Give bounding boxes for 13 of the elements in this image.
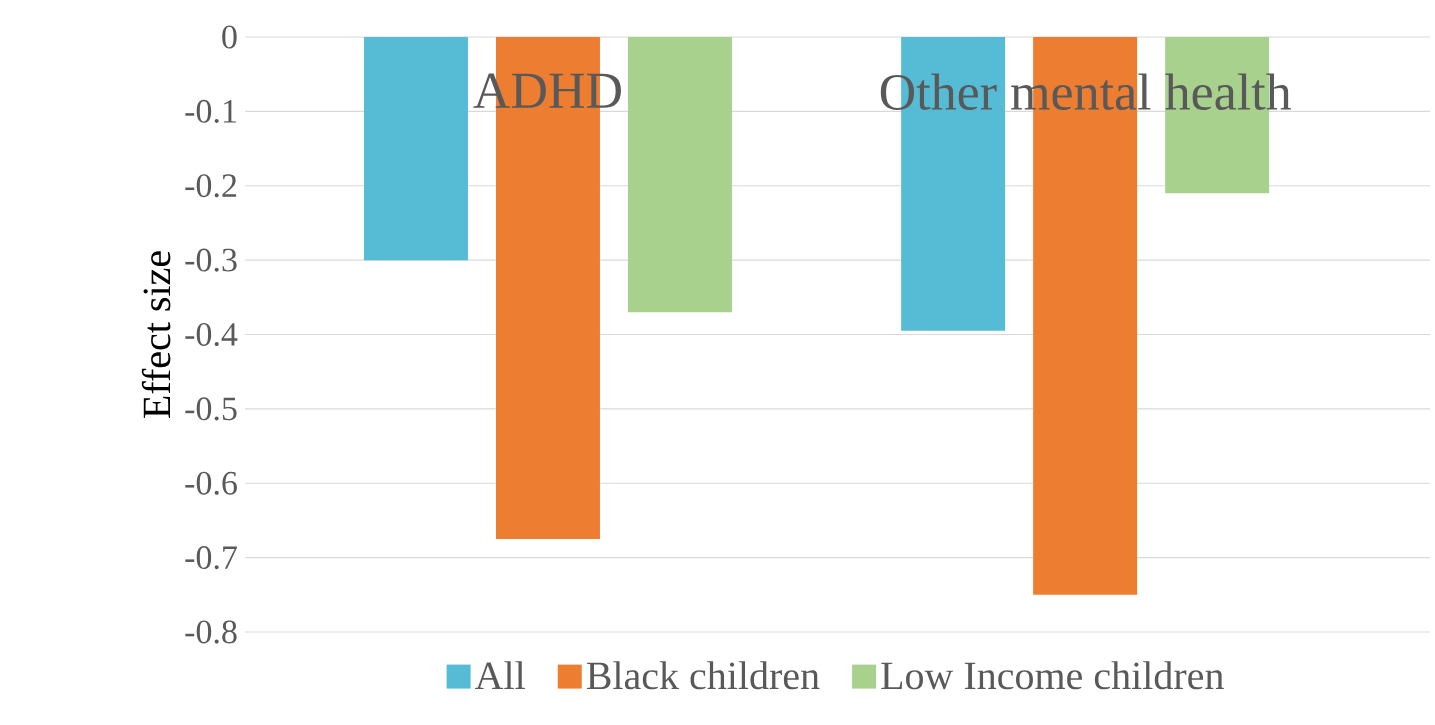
y-tick-label: -0.6 [185,471,237,495]
legend-label: All [474,661,525,689]
y-tick-label: -0.1 [185,99,236,123]
y-tick-label: -0.7 [185,546,237,570]
y-tick-label: -0.3 [185,248,237,272]
y-tick-label: -0.8 [185,620,237,644]
legend-label: Black children [586,661,820,690]
legend-label: Low Income children [881,661,1224,690]
y-tick-label: -0.4 [185,322,238,347]
y-tick-label: -0.5 [185,397,237,421]
y-tick-label: 0 [222,25,237,49]
y-tick-label: -0.2 [185,174,237,198]
y-axis-title: Effect size [141,251,171,418]
